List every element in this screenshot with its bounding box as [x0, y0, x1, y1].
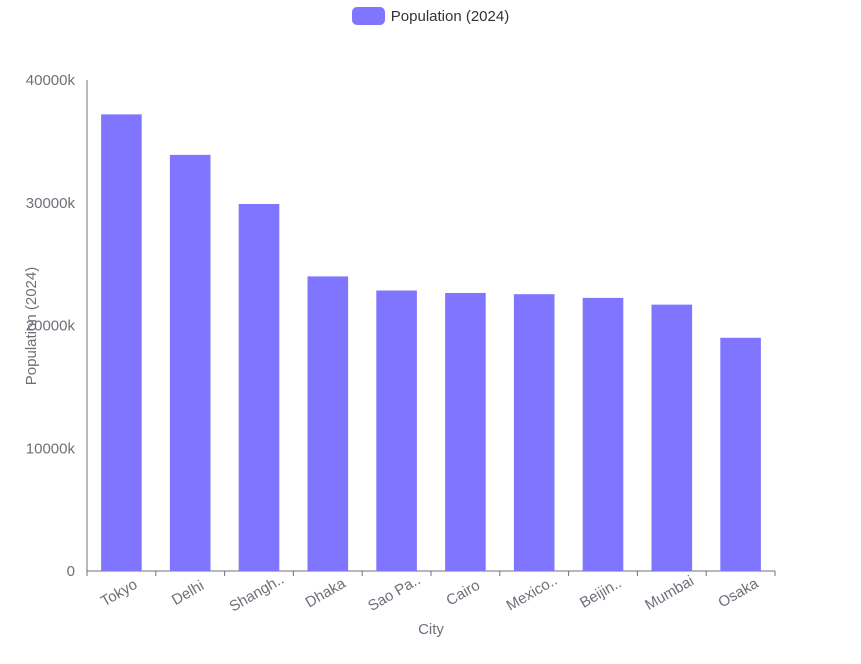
x-ticks: Tokyo Delhi Shangh.. Dhaka Sao Pa.. Cairo Mexi…	[86, 571, 776, 616]
bar-mumbai[interactable]	[651, 304, 693, 571]
y-tick-label: 10000k	[26, 440, 76, 457]
x-tick-label: Tokyo	[98, 576, 140, 610]
x-tick-label: Sao Pa..	[365, 571, 423, 614]
x-tick-label: Mumbai	[642, 572, 697, 613]
x-tick-label: Osaka	[715, 575, 762, 612]
x-tick-label: Delhi	[169, 577, 207, 609]
y-tick-label: 40000k	[26, 72, 76, 89]
y-tick-label: 0	[67, 563, 75, 580]
bar-dhaka[interactable]	[307, 276, 349, 571]
bar-beijin[interactable]	[582, 297, 624, 571]
x-tick-label: Dhaka	[303, 575, 350, 612]
legend-item-population[interactable]: Population (2024)	[351, 7, 510, 25]
x-axis-title: City	[418, 621, 444, 638]
bar-tokyo[interactable]	[101, 114, 142, 572]
x-tick-label: Beijin..	[577, 574, 624, 611]
x-tick-label: Shangh..	[226, 571, 287, 616]
bar-shangh[interactable]	[238, 203, 280, 572]
y-tick-label: 30000k	[26, 195, 76, 212]
bars	[101, 114, 761, 572]
x-tick-label: Mexico..	[504, 572, 561, 615]
y-tick-label: 20000k	[26, 318, 76, 335]
bar-mexico[interactable]	[513, 294, 555, 571]
x-tick-label: Cairo	[443, 577, 483, 610]
bar-osaka[interactable]	[720, 337, 761, 571]
y-axis-title: Population (2024)	[23, 267, 40, 385]
legend-swatch	[351, 7, 385, 25]
bar-delhi[interactable]	[169, 154, 211, 571]
y-ticks: 0 10000k 20000k 30000k 40000k	[26, 72, 76, 580]
legend-label: Population (2024)	[390, 7, 510, 25]
legend: Population (2024)	[0, 5, 861, 27]
bar-sao-pa[interactable]	[376, 290, 417, 571]
bar-cairo[interactable]	[445, 292, 486, 571]
